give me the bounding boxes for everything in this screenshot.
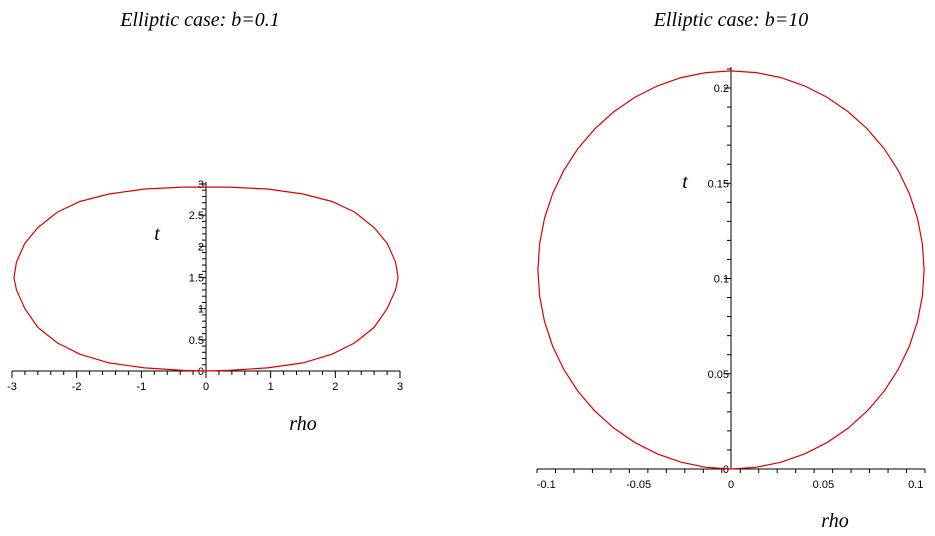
x-axis-label: rho <box>821 510 848 532</box>
y-tick-label: 2.5 <box>189 210 204 222</box>
x-tick-label: 0 <box>203 381 209 393</box>
chart-marks: -0.1 -0.05 0 0.05 0.1 0 0.05 0.1 0.15 0.2 <box>536 66 926 491</box>
chart-title: Elliptic case: b=0.1 <box>119 9 280 31</box>
y-axis-label: t <box>682 171 688 193</box>
x-axis-label: rho <box>289 413 316 435</box>
chart-title: Elliptic case: b=10 <box>653 9 809 31</box>
x-tick-label: 3 <box>397 381 403 393</box>
y-tick-label: 0.2 <box>714 83 729 95</box>
y-tick-label: 0.1 <box>714 274 729 286</box>
x-tick-label: 0 <box>728 479 734 491</box>
y-tick-label: 0.15 <box>708 178 729 190</box>
x-tick-label: -0.1 <box>537 479 556 491</box>
x-tick-label: 1 <box>268 381 274 393</box>
y-tick-label: 0 <box>723 464 729 476</box>
x-tick-label: -3 <box>7 381 17 393</box>
series-curve <box>537 70 925 470</box>
chart-elliptic-b-10: Elliptic case: b=10 rho t -0.1 -0.05 0 0.05… <box>536 9 926 532</box>
y-axis-label: t <box>154 223 160 245</box>
x-tick-label: -0.05 <box>626 479 651 491</box>
y-tick-label: 1 <box>198 304 204 316</box>
y-tick-label: 3 <box>198 179 204 191</box>
x-tick-label: 0.05 <box>813 479 834 491</box>
x-tick-label: -1 <box>136 381 146 393</box>
y-tick-label: 0.5 <box>189 335 204 347</box>
series-curve <box>13 186 399 372</box>
y-tick-label: 2 <box>198 241 204 253</box>
y-tick-label: 0.05 <box>708 369 729 381</box>
chart-elliptic-b-0-1: Elliptic case: b=0.1 rho t -3 -2 -1 0 1 2 3 0 0.… <box>7 9 403 435</box>
y-tick-label: 1.5 <box>189 273 204 285</box>
chart-marks: -3 -2 -1 0 1 2 3 0 0.5 1 1.5 2 2.5 3 <box>7 179 403 393</box>
x-tick-label: 0.1 <box>908 479 923 491</box>
x-tick-label: -2 <box>72 381 82 393</box>
x-tick-label: 2 <box>332 381 338 393</box>
y-tick-label: 0 <box>198 366 204 378</box>
